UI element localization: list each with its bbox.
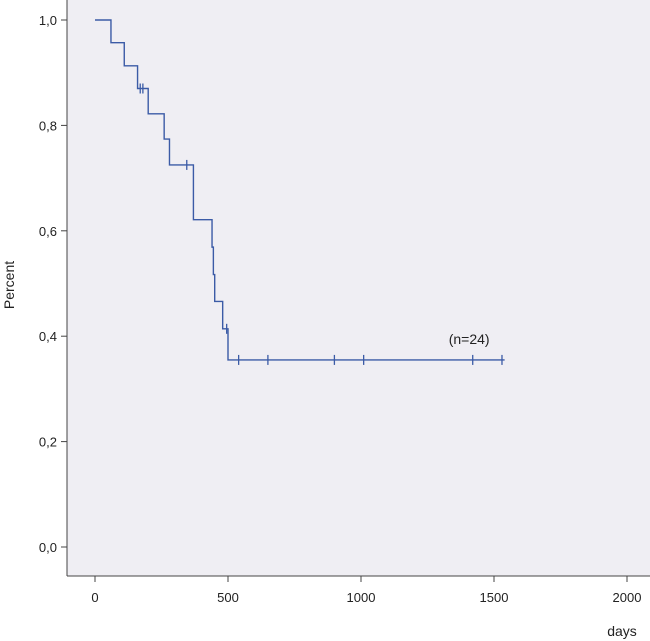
- y-ticks: 0,0 0,2 0,4 0,6 0,8 1,0: [39, 13, 67, 555]
- plot-background: [67, 0, 650, 576]
- survival-step-line: [95, 19, 505, 361]
- y-tick-label: 0,6: [39, 224, 57, 239]
- y-tick-label: 0,8: [39, 118, 57, 133]
- x-ticks: 0 500 1000 1500 2000: [91, 576, 641, 605]
- x-tick-label: 1000: [347, 590, 376, 605]
- x-tick-label: 1500: [480, 590, 509, 605]
- x-tick-label: 500: [217, 590, 239, 605]
- y-tick-label: 0,0: [39, 540, 57, 555]
- y-tick-label: 0,2: [39, 435, 57, 450]
- y-tick-label: 0,4: [39, 329, 57, 344]
- x-axis-title: days: [607, 623, 637, 639]
- y-tick-label: 1,0: [39, 13, 57, 28]
- sample-size-label: (n=24): [449, 331, 490, 347]
- x-tick-label: 2000: [613, 590, 642, 605]
- x-tick-label: 0: [91, 590, 98, 605]
- y-axis-title: Percent: [1, 261, 17, 309]
- censor-marks: [139, 83, 503, 365]
